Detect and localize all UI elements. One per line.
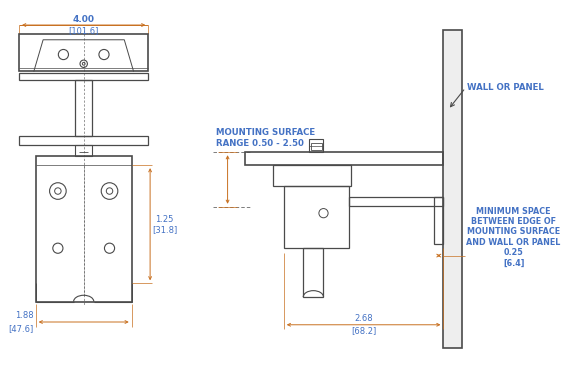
Text: [47.6]: [47.6]: [9, 324, 34, 333]
Text: [68.2]: [68.2]: [351, 327, 376, 336]
Bar: [309, 139, 324, 152]
Bar: [36, 156, 132, 302]
Bar: [75, 80, 92, 136]
Bar: [19, 34, 148, 71]
Bar: [443, 30, 462, 348]
Bar: [245, 152, 443, 165]
Bar: [349, 196, 443, 206]
Text: 1.88: 1.88: [15, 311, 34, 320]
Text: 4.00: 4.00: [73, 15, 95, 24]
Bar: [19, 73, 148, 80]
Text: 2.68: 2.68: [355, 314, 373, 323]
Bar: [284, 185, 349, 248]
Bar: [311, 143, 321, 150]
Bar: [303, 248, 324, 297]
Bar: [19, 136, 148, 145]
Bar: [75, 145, 92, 156]
Text: 1.25
[31.8]: 1.25 [31.8]: [152, 215, 177, 234]
Bar: [273, 165, 351, 185]
Text: WALL OR PANEL: WALL OR PANEL: [467, 83, 544, 92]
Bar: [434, 196, 443, 244]
Text: [101.6]: [101.6]: [68, 26, 99, 35]
Text: MINIMUM SPACE
BETWEEN EDGE OF
MOUNTING SURFACE
AND WALL OR PANEL
0.25
[6.4]: MINIMUM SPACE BETWEEN EDGE OF MOUNTING S…: [466, 207, 561, 268]
Text: MOUNTING SURFACE
RANGE 0.50 - 2.50: MOUNTING SURFACE RANGE 0.50 - 2.50: [215, 128, 315, 148]
